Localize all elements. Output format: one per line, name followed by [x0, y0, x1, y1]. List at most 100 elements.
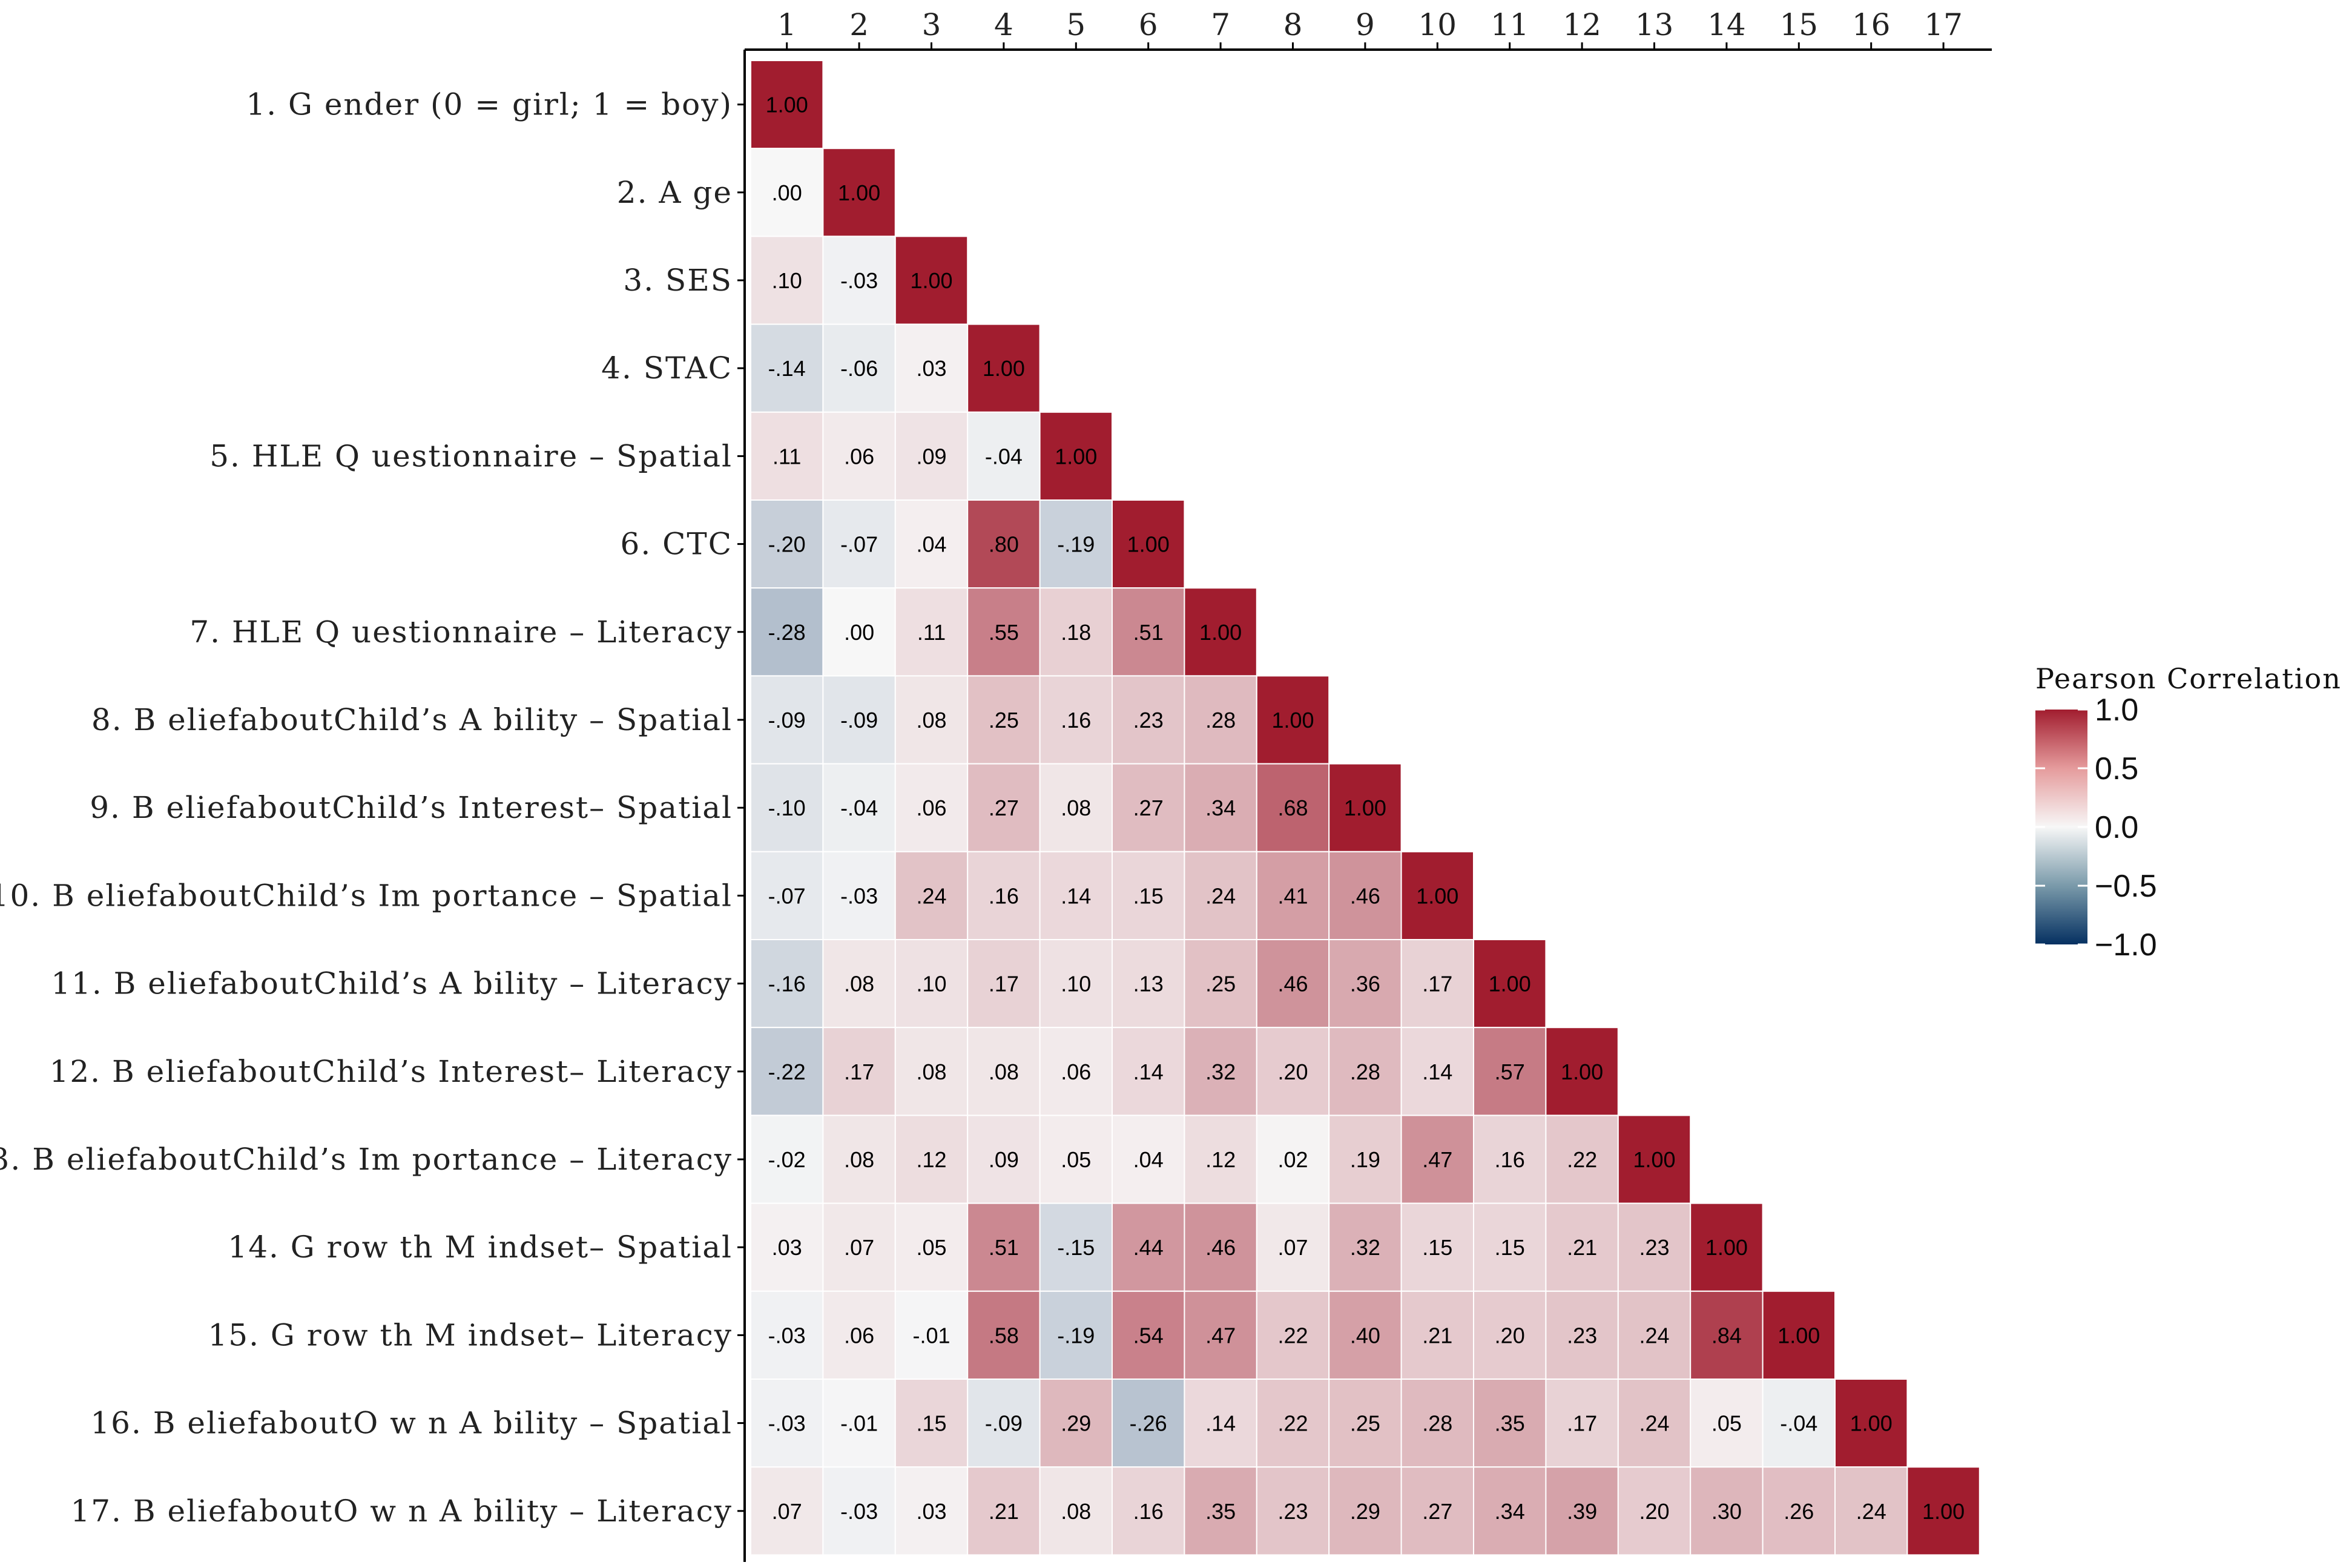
row-label: 5. HLE Q uestionnaire – Spatial — [209, 438, 733, 473]
cell-value-label: .35 — [1205, 1499, 1236, 1524]
heatmap-cell — [1328, 1379, 1402, 1468]
heatmap-cell — [822, 323, 896, 413]
cell-value-label: .14 — [1133, 1059, 1164, 1084]
heatmap-cell — [1473, 1379, 1547, 1468]
row-label: 16. B eliefaboutO w n A bility – Spatial — [90, 1406, 733, 1441]
row-label: 11. B eliefaboutChild’s A bility – Liter… — [51, 966, 733, 1001]
heatmap-cell — [1256, 1379, 1330, 1468]
cell-value-label: 1.00 — [1344, 796, 1386, 820]
cell-value-label: -.15 — [1057, 1235, 1095, 1260]
row-label: 7. HLE Q uestionnaire – Literacy — [189, 614, 733, 650]
heatmap-cell — [1834, 1466, 1908, 1556]
cell-value-label: .17 — [1567, 1411, 1597, 1436]
heatmap-cell — [1834, 1379, 1908, 1468]
cell-value-label: .09 — [916, 444, 946, 469]
heatmap-cell — [1112, 1202, 1185, 1292]
cell-value-label: .03 — [916, 356, 946, 381]
cell-value-label: .20 — [1495, 1323, 1525, 1348]
heatmap-cell — [1039, 1202, 1113, 1292]
row-label: 3. SES — [623, 263, 733, 298]
heatmap-cell — [1039, 499, 1113, 589]
cell-value-label: .23 — [1639, 1235, 1669, 1260]
heatmap-cell — [894, 851, 969, 941]
heatmap-cell — [967, 851, 1041, 941]
heatmap-cell — [1617, 1466, 1692, 1556]
cell-value-label: 1.00 — [838, 180, 880, 205]
cell-value-label: 1.00 — [1922, 1499, 1965, 1524]
column-label: 6 — [1139, 7, 1158, 42]
cell-value-label: .32 — [1205, 1059, 1236, 1084]
heatmap-cell — [822, 1027, 896, 1116]
heatmap-cell — [750, 1115, 824, 1204]
color-legend: Pearson Correlation 1.0 0.5 0.0 −0.5 −1.0 — [2035, 662, 2341, 963]
cell-value-label: .47 — [1205, 1323, 1236, 1348]
heatmap-cell — [1256, 851, 1330, 941]
cell-value-label: 1.00 — [1055, 444, 1097, 469]
legend-ticks: 1.0 0.5 0.0 −0.5 −1.0 — [2035, 693, 2157, 963]
cell-value-label: .03 — [772, 1235, 802, 1260]
heatmap-cell — [967, 587, 1041, 677]
cell-value-label: .26 — [1784, 1499, 1814, 1524]
cell-value-label: .24 — [916, 883, 946, 908]
heatmap-cell — [1400, 1290, 1475, 1380]
heatmap-cell — [1039, 411, 1113, 501]
cell-value-label: .14 — [1422, 1059, 1452, 1084]
column-label: 3 — [922, 7, 941, 42]
cell-value-label: .22 — [1277, 1411, 1308, 1436]
heatmap-cell — [1617, 1202, 1692, 1292]
heatmap-cell — [750, 148, 824, 237]
cell-value-label: .27 — [1422, 1499, 1452, 1524]
cell-value-label: .40 — [1350, 1323, 1380, 1348]
heatmap-cell — [1112, 763, 1185, 852]
cell-value-label: .08 — [989, 1059, 1019, 1084]
heatmap-cell — [750, 1379, 824, 1468]
cell-value-label: .24 — [1205, 883, 1236, 908]
heatmap-cell — [1400, 1027, 1475, 1116]
column-label: 8 — [1283, 7, 1303, 42]
heatmap-cell — [750, 763, 824, 852]
heatmap-cell — [1328, 851, 1402, 941]
cell-value-label: .41 — [1277, 883, 1308, 908]
heatmap-cell — [1184, 1027, 1257, 1116]
heatmap-cell — [1473, 1115, 1547, 1204]
cell-value-label: .07 — [844, 1235, 874, 1260]
cell-value-label: -.19 — [1057, 1323, 1095, 1348]
cell-value-label: -.20 — [768, 532, 806, 557]
heatmap-cell — [1473, 1202, 1547, 1292]
cell-value-label: .35 — [1495, 1411, 1525, 1436]
cell-value-label: .10 — [916, 972, 946, 996]
column-label: 2 — [849, 7, 869, 42]
heatmap-cell — [1112, 499, 1185, 589]
heatmap-cell — [822, 1379, 896, 1468]
heatmap-cell — [1473, 1290, 1547, 1380]
cell-value-label: .16 — [1061, 708, 1091, 733]
cell-value-label: .29 — [1350, 1499, 1380, 1524]
heatmap-cell — [750, 851, 824, 941]
cell-value-label: .18 — [1061, 620, 1091, 645]
heatmap-cell — [894, 675, 969, 765]
cell-value-label: .06 — [844, 1323, 874, 1348]
cell-value-label: .10 — [772, 268, 802, 293]
cell-value-label: .21 — [989, 1499, 1019, 1524]
heatmap-cell — [967, 939, 1041, 1029]
heatmap-cell — [1184, 1379, 1257, 1468]
heatmap-cell — [894, 763, 969, 852]
cell-value-label: .46 — [1350, 883, 1380, 908]
row-label: 1. G ender (0 = girl; 1 = boy) — [246, 87, 733, 122]
heatmap-cell — [750, 675, 824, 765]
heatmap-cell — [1906, 1466, 1980, 1556]
row-label: 15. G row th M indset– Literacy — [208, 1317, 733, 1352]
heatmap-cell — [1762, 1290, 1836, 1380]
cell-value-label: .22 — [1277, 1323, 1308, 1348]
heatmap-cell — [1256, 1290, 1330, 1380]
cell-value-label: .21 — [1567, 1235, 1597, 1260]
heatmap-cell — [822, 763, 896, 852]
cell-value-label: 1.00 — [1416, 883, 1458, 908]
cell-value-label: .08 — [1061, 1499, 1091, 1524]
heatmap-cell — [967, 1115, 1041, 1204]
cell-value-label: -.03 — [768, 1411, 806, 1436]
cell-value-label: .23 — [1277, 1499, 1308, 1524]
cell-value-label: .28 — [1350, 1059, 1380, 1084]
column-label: 14 — [1707, 7, 1746, 42]
row-label: 17. B eliefaboutO w n A bility – Literac… — [70, 1494, 733, 1529]
